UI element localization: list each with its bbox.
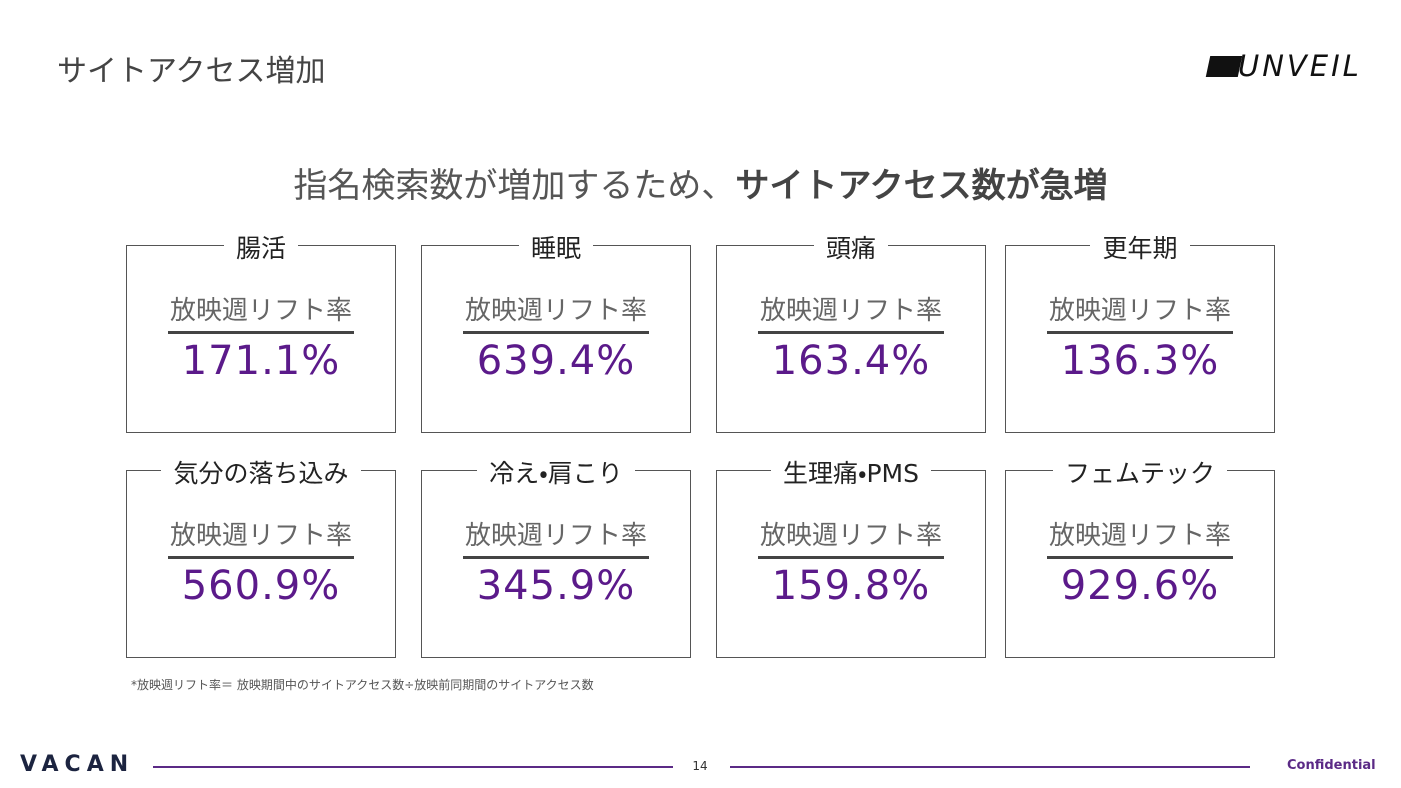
- headline: 指名検索数が増加するため、サイトアクセス数が急増: [0, 158, 1401, 207]
- logo: UNVEIL: [1238, 49, 1362, 83]
- card-title-wrap: フェムテック: [1006, 454, 1274, 490]
- card-value: 136.3%: [1060, 338, 1220, 384]
- page-number: 14: [692, 759, 708, 773]
- card-label-wrap: 放映週リフト率: [422, 290, 690, 334]
- card-title: 冷え・肩こり: [477, 459, 635, 488]
- headline-emphasis: サイトアクセス数が急増: [735, 166, 1108, 206]
- card-title-wrap: 頭痛: [717, 229, 985, 265]
- card-label: 放映週リフト率: [462, 290, 649, 334]
- card: 睡眠放映週リフト率 639.4%: [421, 234, 691, 433]
- card-label-wrap: 放映週リフト率: [1006, 290, 1274, 334]
- card-title: 気分の落ち込み: [161, 459, 361, 488]
- card-title-wrap: 睡眠: [422, 229, 690, 265]
- logo-mark: [1205, 56, 1243, 77]
- card-value: 159.8%: [771, 563, 931, 609]
- card-label: 放映週リフト率: [167, 290, 354, 334]
- card-value: 345.9%: [476, 563, 636, 609]
- card-label-wrap: 放映週リフト率: [127, 290, 395, 334]
- card-title: 腸活: [223, 234, 298, 263]
- card: 頭痛放映週リフト率 163.4%: [716, 234, 986, 433]
- card-label-wrap: 放映週リフト率: [1006, 515, 1274, 559]
- brand: VACAN: [20, 752, 135, 777]
- card-title-wrap: 冷え・肩こり: [422, 454, 690, 490]
- card-title: 更年期: [1090, 234, 1190, 263]
- card-value: 560.9%: [181, 563, 341, 609]
- card-title-wrap: 腸活: [127, 229, 395, 265]
- card-value: 171.1%: [181, 338, 341, 384]
- card-title: 睡眠: [518, 234, 593, 263]
- slide-title: サイトアクセス増加: [57, 54, 326, 89]
- card-label: 放映週リフト率: [757, 290, 944, 334]
- card-label-wrap: 放映週リフト率: [127, 515, 395, 559]
- card-title: 生理痛・PMS: [770, 459, 931, 488]
- card-label-wrap: 放映週リフト率: [422, 515, 690, 559]
- card: フェムテック放映週リフト率 929.6%: [1005, 459, 1275, 658]
- card-value: 929.6%: [1060, 563, 1220, 609]
- card: 更年期放映週リフト率 136.3%: [1005, 234, 1275, 433]
- card-title-wrap: 生理痛・PMS: [717, 454, 985, 490]
- card-value: 163.4%: [771, 338, 931, 384]
- card-label: 放映週リフト率: [167, 515, 354, 559]
- card-label-wrap: 放映週リフト率: [717, 290, 985, 334]
- footer-rule: [730, 766, 1250, 768]
- card-label-wrap: 放映週リフト率: [717, 515, 985, 559]
- confidential: Confidential: [1287, 758, 1376, 773]
- card-title: 頭痛: [813, 234, 888, 263]
- card-value: 639.4%: [476, 338, 636, 384]
- card: 冷え・肩こり放映週リフト率 345.9%: [421, 459, 691, 658]
- card-title: フェムテック: [1052, 459, 1227, 488]
- footer-rule: [153, 766, 673, 768]
- card: 腸活放映週リフト率 171.1%: [126, 234, 396, 433]
- card: 生理痛・PMS 放映週リフト率 159.8%: [716, 459, 986, 658]
- headline-lead: 指名検索数が増加するため、: [293, 166, 736, 206]
- card-label: 放映週リフト率: [1046, 290, 1233, 334]
- card-label: 放映週リフト率: [462, 515, 649, 559]
- footnote: *放映週リフト率＝ 放映期間中のサイトアクセス数÷放映前同期間のサイトアクセス数: [131, 678, 594, 692]
- card-title-wrap: 更年期: [1006, 229, 1274, 265]
- card: 気分の落ち込み放映週リフト率 560.9%: [126, 459, 396, 658]
- card-title-wrap: 気分の落ち込み: [127, 454, 395, 490]
- card-label: 放映週リフト率: [1046, 515, 1233, 559]
- card-label: 放映週リフト率: [757, 515, 944, 559]
